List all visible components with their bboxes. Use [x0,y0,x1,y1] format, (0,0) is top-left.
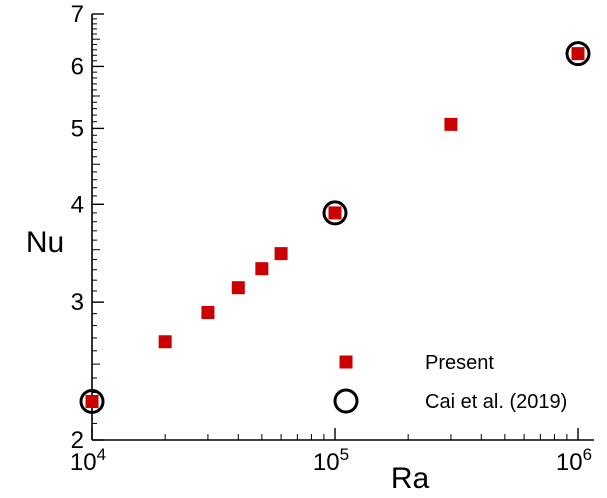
present-point [201,305,215,319]
y-axis-label: Nu [26,226,64,259]
present-point [571,47,585,61]
legend-marker-present [339,355,353,369]
y-tick-label: 6 [71,53,84,80]
x-tick-label: 106 [556,445,592,476]
y-tick-label: 4 [71,191,84,218]
present-point [158,335,172,349]
tick-marks [91,13,579,441]
legend-marker-cai [333,388,359,414]
y-tick-label: 7 [71,1,84,28]
legend-label: Cai et al. (2019) [425,391,567,413]
y-tick-label: 3 [71,289,84,316]
legend: Present Cai et al. (2019) [333,352,567,414]
present-point [274,247,288,261]
present-point [85,394,99,408]
x-tick-label: 104 [70,445,106,476]
present-point [444,117,458,131]
y-tick-label: 2 [71,427,84,454]
cai-2019-point [322,200,348,226]
data-marks [79,41,591,414]
present-point [255,262,269,276]
cai-2019-point [79,388,105,414]
tick-labels: 2 3 4 5 6 7 104 105 106 [70,1,592,476]
present-point [231,281,245,295]
y-tick-label: 5 [71,115,84,142]
legend-label: Present [425,352,494,374]
axes [91,14,594,441]
present-point [328,206,342,220]
x-tick-label: 105 [313,445,349,476]
x-axis-label: Ra [391,462,430,495]
cai-2019-point [565,41,591,67]
